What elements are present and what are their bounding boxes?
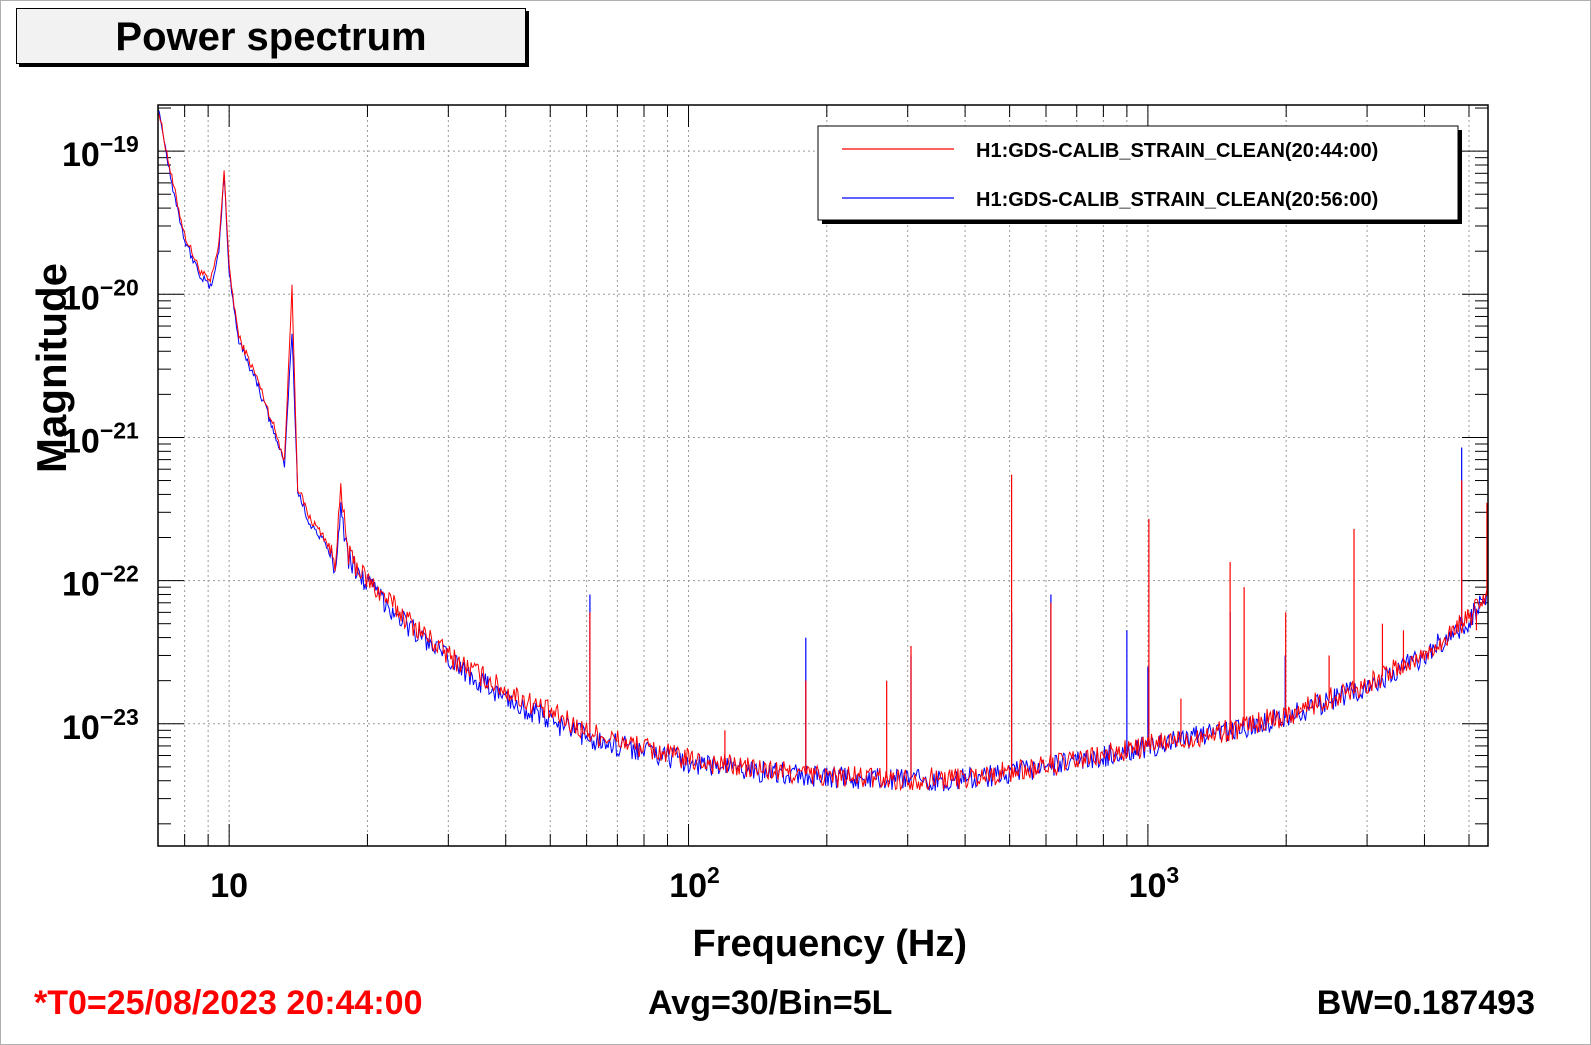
x-axis-label: Frequency (Hz) <box>693 923 967 965</box>
title-box: Power spectrum <box>16 8 526 64</box>
legend-label-red: H1:GDS-CALIB_STRAIN_CLEAN(20:44:00) <box>976 140 1378 162</box>
footer-t0: *T0=25/08/2023 20:44:00 <box>34 984 423 1022</box>
grid-lines <box>157 105 1488 846</box>
x-tick-label: 103 <box>1129 862 1180 905</box>
y-tick-label: 10−19 <box>62 131 139 174</box>
plot-frame <box>157 104 1489 847</box>
y-tick-label: 10−22 <box>62 561 139 604</box>
legend: H1:GDS-CALIB_STRAIN_CLEAN(20:44:00) H1:G… <box>817 125 1462 224</box>
x-tick-labels: 10 102 103 <box>210 862 1179 905</box>
y-axis-label: Magnitude <box>28 263 75 473</box>
y-tick-label: 10−23 <box>62 704 139 747</box>
minor-ticks <box>157 105 1488 846</box>
x-tick-label: 102 <box>669 862 720 905</box>
footer-bw: BW=0.187493 <box>1316 984 1535 1022</box>
chart-title: Power spectrum <box>115 15 427 59</box>
series-line-red <box>157 112 1489 792</box>
footer-avg: Avg=30/Bin=5L <box>648 984 893 1022</box>
legend-box <box>817 125 1459 221</box>
legend-label-blue: H1:GDS-CALIB_STRAIN_CLEAN(20:56:00) <box>976 189 1378 211</box>
x-tick-label: 10 <box>210 867 248 905</box>
series-layer <box>157 108 1489 792</box>
